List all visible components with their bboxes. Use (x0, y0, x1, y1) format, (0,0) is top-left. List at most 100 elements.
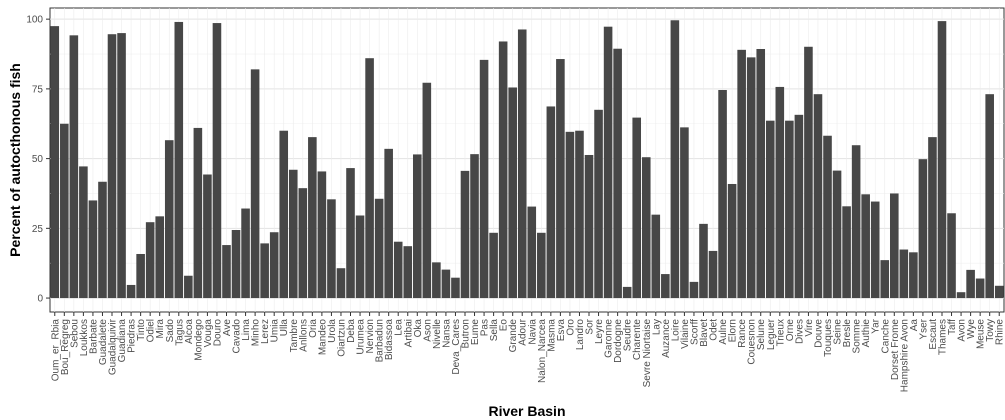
x-tick-label: Guadalete (98, 319, 109, 366)
bar (470, 154, 479, 299)
x-tick-label: Mira (155, 319, 166, 339)
x-tick-label: Seine (833, 319, 844, 345)
bar (975, 278, 985, 299)
x-tick-label: Urola (327, 319, 338, 343)
x-tick-label: Barbate (88, 319, 99, 354)
bar (918, 159, 928, 299)
x-tick-label: Odet (709, 319, 720, 341)
bar (403, 246, 413, 299)
x-tick-label: Orne (785, 319, 796, 342)
x-tick-label: Anllons (298, 319, 309, 352)
y-tick-label: 75 (32, 84, 44, 95)
x-tick-label: Rance (737, 319, 748, 348)
x-tick-label: Piedras (127, 319, 138, 353)
bar (632, 117, 642, 299)
y-tick-label: 25 (32, 224, 44, 235)
bar (956, 292, 966, 299)
x-tick-label: Nivelle (432, 319, 443, 349)
bar (365, 58, 374, 299)
bar (680, 127, 689, 299)
bar (432, 262, 441, 299)
bar (718, 89, 727, 299)
bar (98, 181, 107, 299)
x-tick-label: Eo (499, 319, 510, 332)
x-tick-label: Lima (241, 319, 252, 341)
bar (355, 215, 365, 299)
bar (422, 82, 432, 299)
x-tick-label: Ulla (279, 319, 290, 337)
bar (241, 208, 250, 299)
x-tick-label: Cavado (232, 319, 243, 354)
x-tick-label: Charente (632, 319, 643, 361)
bar (222, 245, 231, 299)
x-tick-label: Thames (937, 319, 948, 355)
bar (842, 206, 851, 299)
panel-background (49, 7, 1005, 313)
x-tick-label: Loire (670, 319, 681, 342)
x-tick-label: Ave (222, 319, 233, 336)
bar (613, 48, 622, 299)
bar (708, 250, 718, 299)
x-tick-label: Dives (794, 319, 805, 344)
bar (794, 114, 804, 299)
bar (184, 275, 193, 299)
bar (928, 137, 937, 299)
bar (441, 269, 451, 299)
bar (79, 166, 88, 299)
bar (336, 268, 346, 299)
x-tick-label: Towy (985, 319, 996, 342)
bar (269, 232, 279, 299)
bar (994, 285, 1004, 299)
bar (374, 198, 384, 299)
bar (193, 127, 203, 299)
x-tick-label: Pas (480, 319, 491, 336)
bars-group (50, 20, 1004, 299)
x-tick-label: Butron (460, 319, 471, 348)
bar (231, 230, 241, 299)
x-tick-label: Yser (918, 318, 929, 339)
bar (126, 284, 136, 299)
x-tick-label: Artibai (403, 319, 414, 347)
bar (804, 46, 813, 299)
x-tick-label: Sor (585, 318, 596, 334)
bar (556, 59, 565, 299)
x-axis-title: River Basin (488, 403, 565, 419)
x-axis: Oum_er_RbiaBou_RegregSebouLoukkosBarbate… (50, 312, 1005, 392)
y-tick-label: 50 (32, 154, 44, 165)
bar (212, 23, 222, 299)
bar (308, 137, 317, 299)
bar (155, 216, 165, 299)
bar (508, 87, 517, 299)
bar (813, 94, 823, 299)
bar (689, 281, 699, 299)
x-tick-label: Barbadun (375, 319, 386, 362)
x-tick-label: Meuse (976, 319, 987, 349)
x-tick-label: Adour (518, 318, 529, 345)
x-tick-label: Deba (346, 319, 357, 343)
bar (107, 34, 117, 299)
x-tick-label: Hampshire Avon (899, 319, 910, 392)
x-tick-label: Canche (880, 319, 891, 354)
x-tick-label: Nervion (365, 319, 376, 353)
bar (565, 131, 575, 299)
y-axis-title: Percent of autocthonous fish (7, 63, 23, 257)
x-tick-label: Garonne (604, 319, 615, 358)
x-tick-label: Wye (966, 319, 977, 339)
x-tick-label: Mandeo (317, 319, 328, 356)
x-tick-label: Mondego (193, 319, 204, 361)
x-tick-label: Oiartzun (336, 319, 347, 357)
bar (460, 170, 470, 299)
x-tick-label: Grande (508, 319, 519, 353)
bar (498, 41, 508, 299)
bar (985, 94, 994, 299)
bar (584, 154, 594, 299)
bar (785, 120, 794, 299)
bar (279, 130, 289, 299)
x-tick-label: Lea (394, 319, 405, 336)
x-tick-label: Eume (470, 319, 481, 346)
bar (527, 206, 537, 299)
y-tick-label: 0 (37, 294, 43, 305)
bar (451, 277, 460, 299)
x-tick-label: Minho (251, 319, 262, 347)
